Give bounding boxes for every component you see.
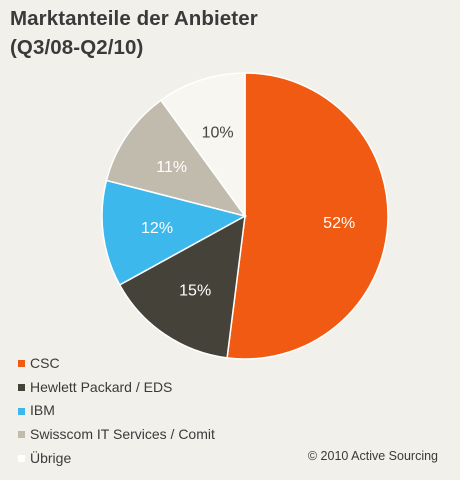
pie-label-2: 12% (141, 220, 173, 237)
legend-label-0: CSC (30, 355, 60, 371)
pie-slice-0 (226, 72, 389, 360)
legend-item-3: Swisscom IT Services / Comit (18, 423, 215, 447)
pie-label-1: 15% (179, 282, 211, 299)
legend-label-1: Hewlett Packard / EDS (30, 378, 173, 395)
pie-slice-3 (105, 99, 247, 218)
legend-swatch-3 (18, 431, 25, 439)
legend-label-4: Übrige (30, 449, 72, 466)
legend-item-0: CSC (18, 352, 215, 376)
pie-slice-1 (118, 214, 246, 359)
legend-item-2: IBM (18, 399, 215, 423)
legend-swatch-0 (18, 360, 25, 368)
pie-label-3: 11% (156, 159, 187, 176)
chart-title: Marktanteile der Anbieter (10, 7, 258, 30)
pie-label-4: 10% (202, 125, 234, 142)
chart-subtitle: (Q3/08-Q2/10) (10, 36, 144, 59)
legend-item-1: Hewlett Packard / EDS (18, 376, 215, 400)
chart-title-block: Marktanteile der Anbieter (Q3/08-Q2/10) (10, 4, 258, 62)
legend-swatch-1 (18, 384, 25, 392)
chart-legend: CSC Hewlett Packard / EDS IBM Swisscom IT S… (18, 352, 215, 471)
copyright-note: © 2010 Active Sourcing (307, 449, 438, 463)
legend-label-3: Swisscom IT Services / Comit (30, 426, 215, 443)
legend-item-4: Übrige (18, 447, 215, 471)
pie-label-0: 52% (323, 215, 355, 232)
pie-slice-4 (159, 72, 246, 219)
pie-slice-2 (101, 179, 248, 286)
legend-swatch-2 (18, 407, 25, 415)
legend-label-2: IBM (30, 402, 55, 419)
legend-swatch-4 (18, 455, 25, 463)
